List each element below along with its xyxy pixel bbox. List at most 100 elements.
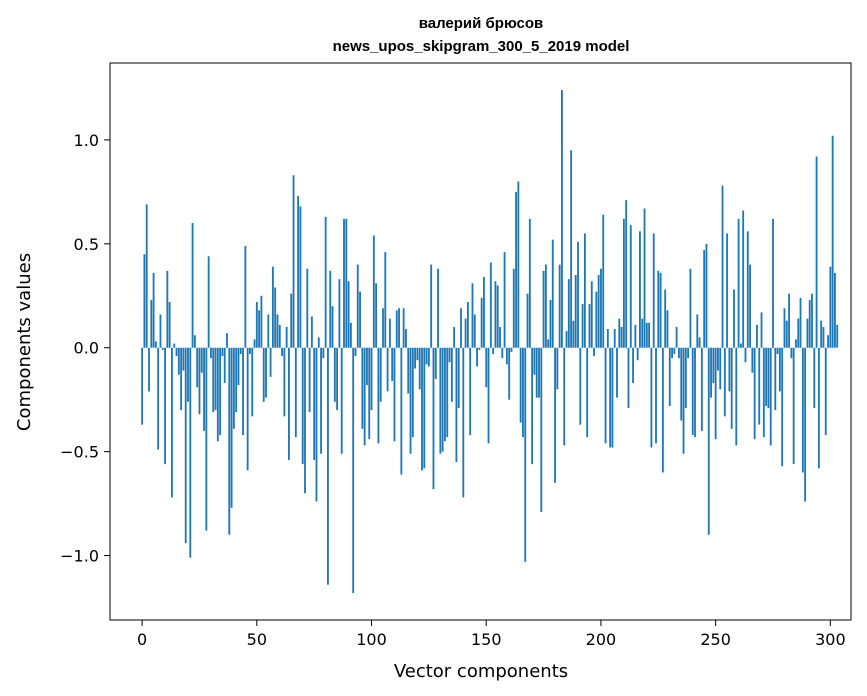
bar bbox=[827, 335, 829, 348]
bar bbox=[797, 318, 800, 348]
bar bbox=[372, 235, 375, 348]
bar bbox=[813, 347, 816, 409]
bar bbox=[593, 347, 595, 357]
bar bbox=[799, 297, 802, 348]
bar bbox=[260, 295, 263, 348]
bar bbox=[834, 272, 836, 348]
bar bbox=[168, 302, 171, 348]
bar bbox=[542, 270, 545, 348]
bar bbox=[684, 347, 687, 409]
bar bbox=[164, 347, 166, 465]
bar bbox=[331, 306, 334, 348]
bar bbox=[161, 347, 164, 350]
bar bbox=[512, 268, 515, 348]
bar bbox=[223, 347, 226, 384]
bar bbox=[304, 347, 306, 494]
bar bbox=[457, 347, 460, 409]
bar bbox=[329, 270, 332, 348]
bar bbox=[609, 347, 612, 448]
bar bbox=[783, 308, 786, 348]
bar bbox=[730, 347, 733, 429]
bar bbox=[430, 264, 433, 348]
bar bbox=[460, 308, 462, 348]
bar bbox=[567, 279, 570, 348]
bar bbox=[306, 268, 309, 348]
bar bbox=[416, 347, 419, 361]
bar bbox=[496, 285, 499, 348]
bar bbox=[668, 347, 671, 406]
bar bbox=[308, 347, 311, 413]
bar bbox=[705, 243, 708, 348]
bar bbox=[762, 347, 765, 438]
bar bbox=[219, 347, 222, 436]
bar bbox=[540, 347, 543, 512]
bar bbox=[556, 347, 559, 390]
bar bbox=[538, 347, 540, 398]
bar bbox=[687, 347, 690, 359]
bar bbox=[703, 250, 706, 348]
bar bbox=[595, 291, 598, 348]
bar bbox=[772, 218, 774, 348]
bar bbox=[758, 347, 761, 425]
bar bbox=[400, 347, 403, 475]
bar bbox=[691, 347, 694, 436]
bar bbox=[634, 324, 637, 348]
bar bbox=[359, 291, 361, 348]
bar bbox=[437, 268, 439, 348]
bar bbox=[427, 347, 430, 367]
bar bbox=[313, 347, 316, 460]
bar bbox=[735, 347, 738, 446]
bar bbox=[492, 347, 495, 354]
bar bbox=[499, 326, 501, 348]
bar bbox=[462, 347, 465, 498]
bar bbox=[505, 347, 508, 365]
bar bbox=[221, 347, 224, 357]
bar bbox=[719, 347, 722, 390]
bar bbox=[739, 343, 742, 348]
bar bbox=[531, 347, 534, 465]
x-tick-label: 100 bbox=[356, 630, 387, 649]
bar bbox=[203, 347, 205, 431]
bar bbox=[707, 347, 710, 535]
bar bbox=[776, 347, 779, 354]
bar bbox=[352, 347, 355, 593]
bar bbox=[356, 264, 359, 348]
bar bbox=[767, 347, 770, 409]
bar bbox=[808, 299, 811, 348]
bar bbox=[639, 231, 641, 348]
bar bbox=[375, 283, 378, 348]
bar bbox=[239, 347, 242, 354]
bar bbox=[622, 218, 625, 348]
bar bbox=[166, 270, 169, 348]
x-axis-label: Vector components bbox=[394, 661, 568, 682]
bar bbox=[453, 326, 456, 348]
y-tick-label: −1.0 bbox=[60, 547, 99, 566]
bar bbox=[673, 347, 676, 354]
bar bbox=[510, 347, 513, 352]
bar bbox=[297, 196, 300, 348]
bar bbox=[411, 347, 414, 438]
bar bbox=[678, 347, 680, 359]
bar bbox=[489, 262, 492, 348]
bar bbox=[210, 347, 212, 359]
bar bbox=[817, 347, 820, 469]
bar bbox=[485, 347, 488, 388]
bar bbox=[258, 310, 261, 348]
bar bbox=[744, 347, 747, 363]
bar bbox=[801, 347, 804, 473]
bar bbox=[379, 347, 382, 402]
bar bbox=[737, 218, 740, 348]
bar bbox=[175, 347, 178, 357]
bar bbox=[230, 347, 233, 508]
bar bbox=[145, 204, 148, 348]
bar bbox=[370, 347, 373, 411]
bar bbox=[386, 347, 389, 392]
bar bbox=[480, 297, 483, 348]
bar bbox=[267, 314, 270, 348]
bar bbox=[572, 320, 575, 348]
bar bbox=[288, 347, 290, 460]
bar bbox=[193, 335, 196, 348]
bar bbox=[698, 337, 701, 348]
bar bbox=[815, 156, 818, 348]
bar bbox=[141, 347, 144, 425]
